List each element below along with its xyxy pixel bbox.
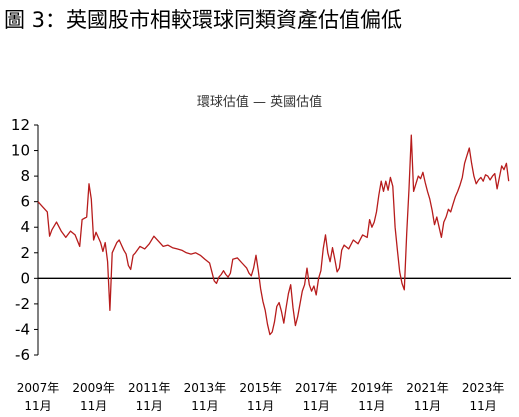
x-tick-label-month: 11月 <box>303 399 330 413</box>
y-tick-label: 6 <box>20 193 30 211</box>
x-tick-label-year: 2023年 <box>462 381 505 395</box>
x-tick-label-year: 2013年 <box>184 381 227 395</box>
y-tick-label: 8 <box>20 167 30 185</box>
y-tick-label: 2 <box>20 244 30 262</box>
x-tick-label-year: 2015年 <box>239 381 282 395</box>
x-tick-label-year: 2019年 <box>351 381 394 395</box>
y-tick-label: -4 <box>15 320 30 338</box>
x-tick-label-year: 2011年 <box>128 381 171 395</box>
x-tick-label-year: 2009年 <box>72 381 115 395</box>
x-tick-label-month: 11月 <box>191 399 218 413</box>
y-tick-label: 10 <box>11 142 30 160</box>
series-line <box>37 134 510 336</box>
y-tick-label: -2 <box>15 295 30 313</box>
legend-label: 環球估值 — 英國估值 <box>196 95 323 110</box>
x-tick-label-year: 2021年 <box>406 381 449 395</box>
y-tick-label: 12 <box>11 116 30 134</box>
x-tick-label-month: 11月 <box>24 399 51 413</box>
x-tick-label-year: 2017年 <box>295 381 338 395</box>
y-tick-label: 4 <box>20 218 30 236</box>
x-tick-label-month: 11月 <box>80 399 107 413</box>
figure-title: 圖 3：英國股市相較環球同類資產估值偏低 <box>4 8 403 32</box>
x-tick-label-month: 11月 <box>247 399 274 413</box>
x-tick-label-year: 2007年 <box>17 381 60 395</box>
chart-legend: 環球估值 — 英國估值 <box>0 91 519 110</box>
x-tick-label-month: 11月 <box>414 399 441 413</box>
x-tick-label-month: 11月 <box>136 399 163 413</box>
x-tick-label-month: 11月 <box>358 399 385 413</box>
y-tick-label: -6 <box>15 346 30 364</box>
x-tick-label-month: 11月 <box>470 399 497 413</box>
y-tick-label: 0 <box>20 269 30 287</box>
